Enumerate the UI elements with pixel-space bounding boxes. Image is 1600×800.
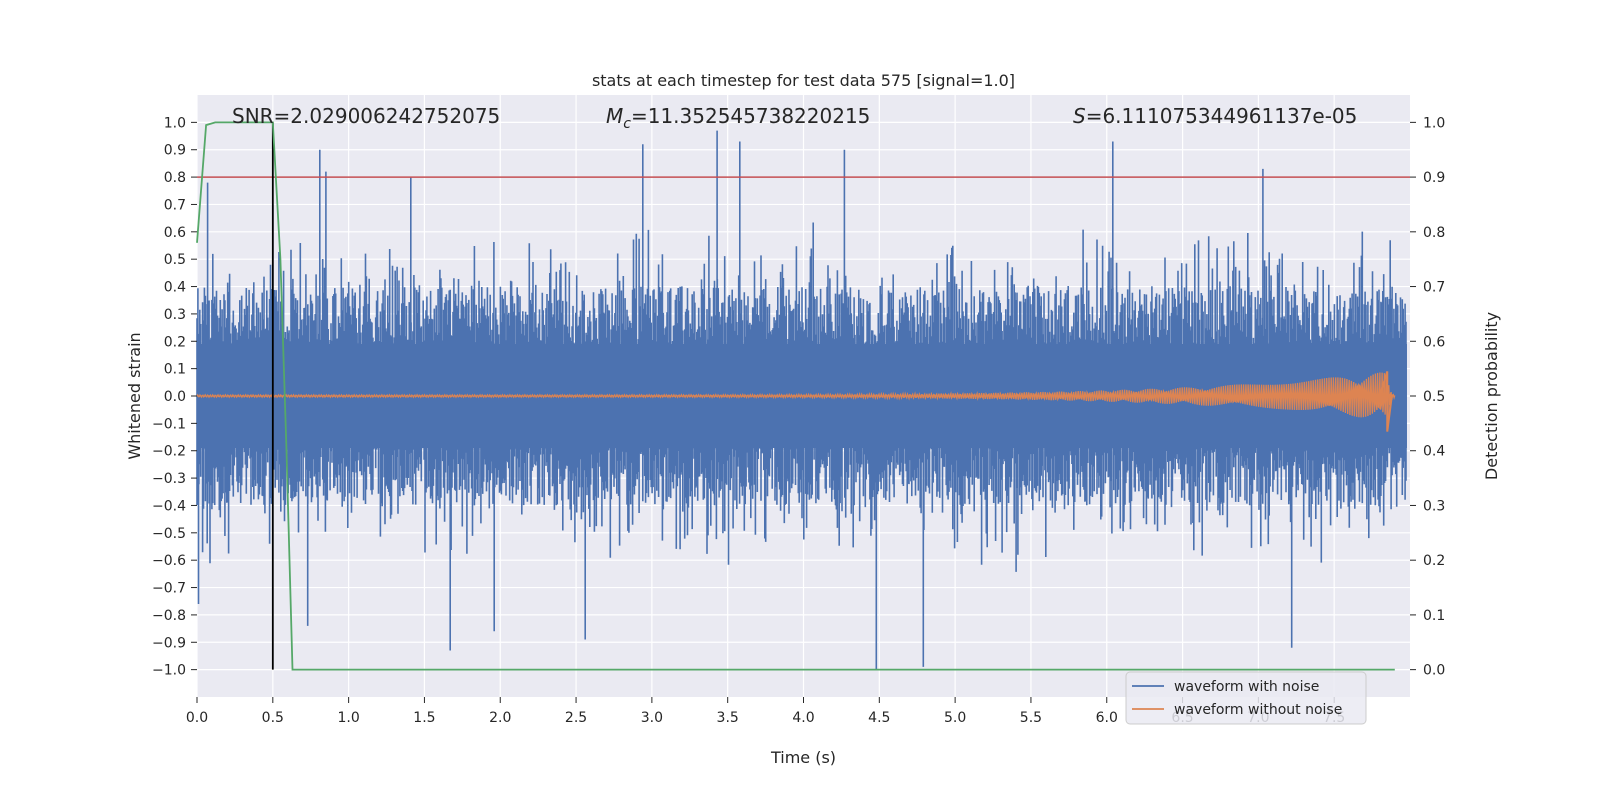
y-left-axis-label: Whitened strain: [125, 332, 144, 459]
y-left-tick-label: 0.4: [164, 280, 186, 296]
y-left-tick-label: −0.1: [152, 416, 186, 432]
x-tick-label: 2.5: [565, 710, 587, 726]
y-left-tick-label: 0.5: [164, 252, 186, 268]
x-tick-label: 3.5: [717, 710, 739, 726]
legend: waveform with noise waveform without noi…: [1125, 671, 1367, 725]
y-right-tick-label: 0.9: [1423, 170, 1445, 186]
annotation-mc-symbol: M: [606, 104, 623, 128]
annotation-s: S=6.111075344961137e-05: [1073, 104, 1357, 128]
y-right-tick-label: 0.4: [1423, 444, 1445, 460]
y-right-tick-label: 1.0: [1423, 115, 1445, 131]
y-left-tick-label: 0.3: [164, 307, 186, 323]
clean-waveform-trace: [196, 372, 1396, 418]
y-left-tick-label: 0.2: [164, 334, 186, 350]
x-tick-label: 4.5: [868, 710, 890, 726]
y-left-tick-label: −0.3: [152, 471, 186, 487]
y-left-tick-label: −0.9: [152, 635, 186, 651]
chart-title: stats at each timestep for test data 575…: [592, 71, 1015, 90]
y-left-tick-label: 1.0: [164, 115, 186, 131]
y-right-tick-label: 0.6: [1423, 334, 1445, 350]
y-left-tick-label: 0.7: [164, 197, 186, 213]
clean-waveform-merger: [1378, 371, 1393, 432]
y-right-tick-label: 0.8: [1423, 225, 1445, 241]
y-left-tick-label: 0.9: [164, 143, 186, 159]
series-detection-probability: [196, 121, 1395, 671]
x-tick-label: 1.0: [337, 710, 359, 726]
y-left-tick-label: 0.6: [164, 225, 186, 241]
y-left-tick-label: −0.5: [152, 526, 186, 542]
y-right-tick-label: 0.5: [1423, 389, 1445, 405]
x-tick-label: 5.0: [944, 710, 966, 726]
y-left-tick-label: −0.4: [152, 498, 186, 514]
x-axis-label: Time (s): [770, 748, 836, 767]
y-right-tick-label: 0.7: [1423, 280, 1445, 296]
annotation-chirp-mass: Mc=11.352545738220215: [606, 104, 870, 132]
annotation-snr: SNR=2.029006242752075: [232, 104, 500, 128]
y-right-tick-label: 0.3: [1423, 498, 1445, 514]
y-left-tick-label: 0.1: [164, 362, 186, 378]
y-left-axis-ticks: 1.0 0.9 0.8 0.7 0.6 0.5 0.4 0.3 0.2 0.1 0.0 −0.1 −0.…: [152, 115, 197, 679]
x-tick-label: 3.0: [641, 710, 663, 726]
y-left-tick-label: −1.0: [152, 663, 186, 679]
x-tick-label: 5.5: [1020, 710, 1042, 726]
annotation-mc-value: =11.352545738220215: [631, 104, 870, 128]
annotation-s-symbol: S: [1073, 104, 1086, 128]
y-left-tick-label: 0.0: [164, 389, 186, 405]
y-left-tick-label: −0.6: [152, 553, 186, 569]
y-right-tick-label: 0.0: [1423, 663, 1445, 679]
x-tick-label: 1.5: [413, 710, 435, 726]
legend-label-waveform-with-noise: waveform with noise: [1174, 679, 1319, 695]
y-right-axis-ticks: 1.0 0.9 0.8 0.7 0.6 0.5 0.4 0.3 0.2 0.1 0.0: [1410, 115, 1445, 679]
y-left-tick-label: −0.8: [152, 608, 186, 624]
series-waveform-without-noise: [196, 371, 1396, 432]
y-right-tick-label: 0.1: [1423, 608, 1445, 624]
x-tick-label: 4.0: [792, 710, 814, 726]
x-tick-label: 0.5: [262, 710, 284, 726]
annotation-s-value: =6.111075344961137e-05: [1086, 104, 1358, 128]
y-left-tick-label: −0.7: [152, 581, 186, 597]
legend-label-waveform-without-noise: waveform without noise: [1174, 702, 1342, 718]
legend-box: [1125, 671, 1367, 725]
x-tick-label: 0.0: [186, 710, 208, 726]
x-tick-label: 2.0: [489, 710, 511, 726]
y-left-tick-label: 0.8: [164, 170, 186, 186]
y-left-tick-label: −0.2: [152, 444, 186, 460]
annotation-mc-subscript: c: [623, 116, 631, 132]
y-right-tick-label: 0.2: [1423, 553, 1445, 569]
x-tick-label: 6.0: [1096, 710, 1118, 726]
y-right-axis-label: Detection probability: [1482, 312, 1501, 480]
